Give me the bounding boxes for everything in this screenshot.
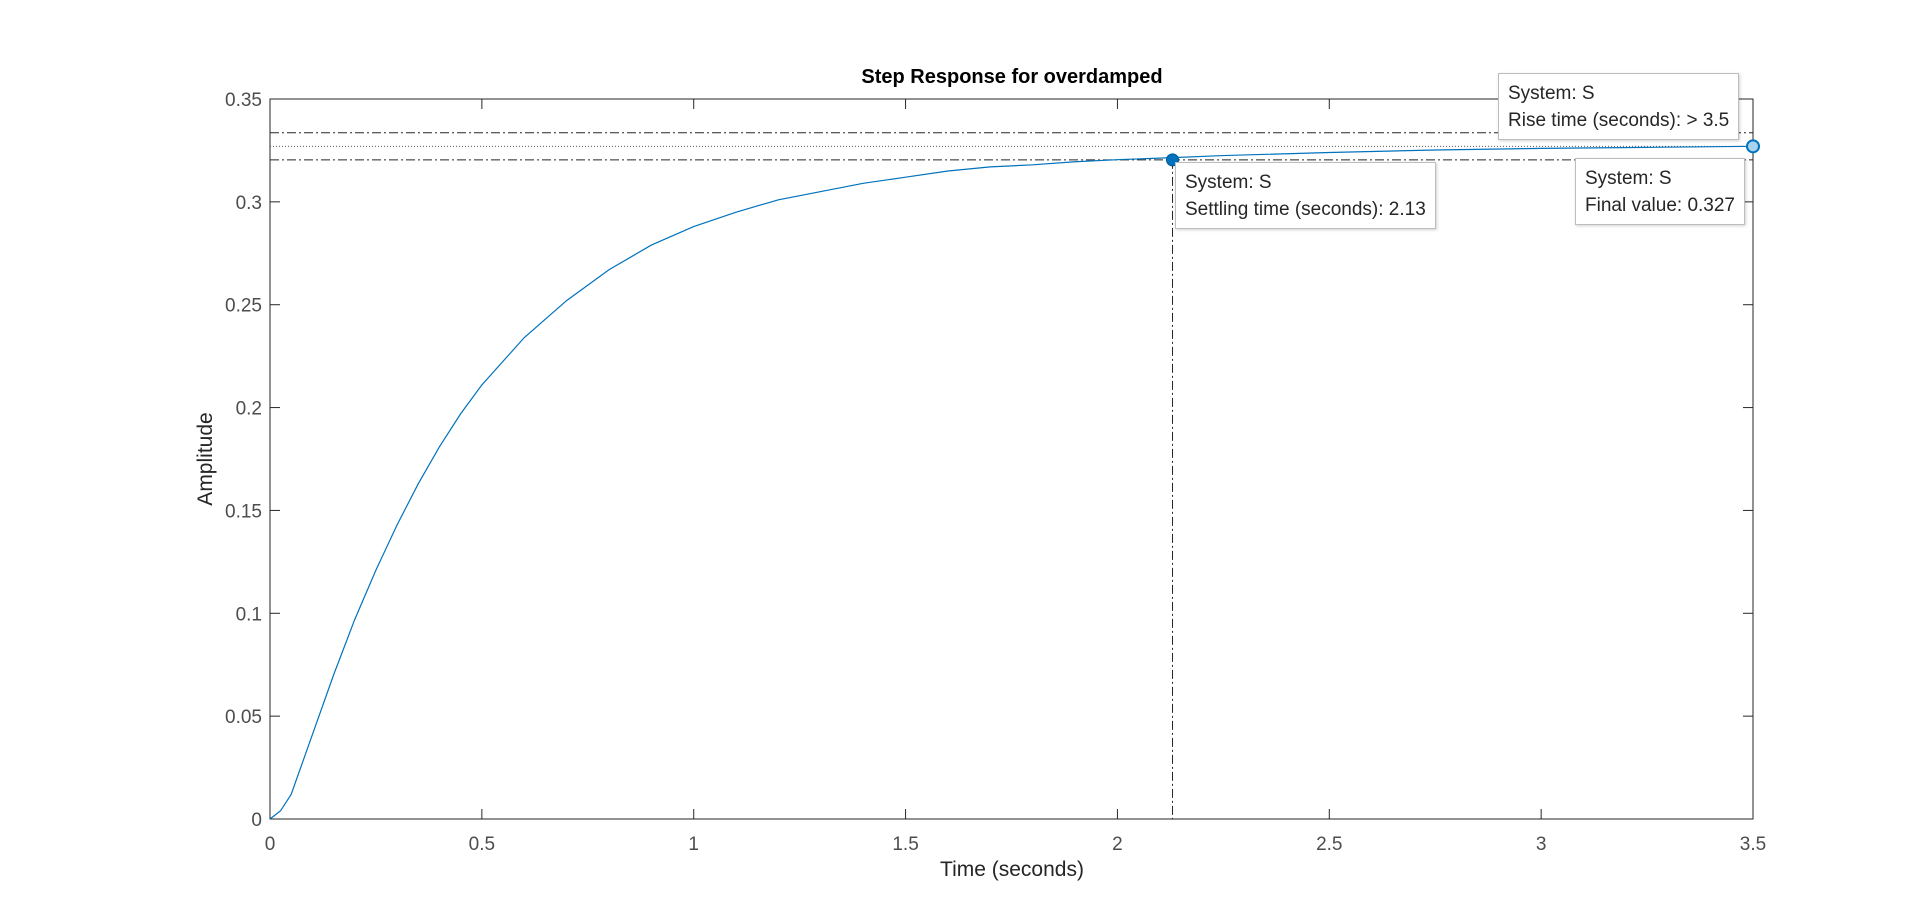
datatip-system-label: System: S [1185, 172, 1272, 193]
rise-time-datatip[interactable]: System: S Rise time (seconds): > 3.5 [1498, 73, 1740, 140]
x-tick-label: 3 [1536, 834, 1547, 855]
y-tick-label: 0.05 [225, 707, 262, 728]
axes-frame [269, 98, 1754, 820]
datatip-rise-time-text: Rise time (seconds): > 3.5 [1508, 110, 1730, 131]
x-tick-label: 3.5 [1740, 834, 1766, 855]
y-tick-label: 0.15 [225, 501, 262, 522]
datatip-system-label: System: S [1585, 168, 1672, 189]
y-axis-ticks: 0 0.05 0.1 0.15 0.2 0.25 0.3 0.35 [225, 90, 1753, 831]
x-tick-label: 2.5 [1316, 834, 1342, 855]
y-tick-label: 0 [251, 810, 262, 831]
x-tick-label: 0.5 [469, 834, 495, 855]
datatip-system-label: System: S [1508, 83, 1595, 104]
y-tick-label: 0.25 [225, 296, 262, 317]
y-tick-label: 0.3 [236, 193, 262, 214]
step-response-line[interactable] [269, 145, 1754, 820]
chart-title: Step Response for overdamped [861, 66, 1162, 88]
datatip-settling-time-text: Settling time (seconds): 2.13 [1185, 199, 1426, 220]
x-axis-ticks: 0 0.5 1 1.5 2 2.5 3 3.5 [265, 99, 1766, 855]
characteristic-lines [270, 132, 1753, 819]
y-tick-label: 0.1 [236, 604, 262, 625]
x-tick-label: 0 [265, 834, 276, 855]
x-tick-label: 1.5 [892, 834, 918, 855]
datatip-final-value-text: Final value: 0.327 [1585, 195, 1735, 216]
x-axis-label: Time (seconds) [940, 858, 1084, 881]
settling-time-datatip[interactable]: System: S Settling time (seconds): 2.13 [1175, 162, 1436, 229]
y-tick-label: 0.35 [225, 90, 262, 111]
final-value-marker[interactable] [1746, 139, 1760, 154]
y-tick-label: 0.2 [236, 399, 262, 420]
x-tick-label: 2 [1112, 834, 1123, 855]
x-tick-label: 1 [688, 834, 699, 855]
y-axis-label: Amplitude [194, 412, 217, 505]
final-value-datatip[interactable]: System: S Final value: 0.327 [1575, 158, 1745, 225]
